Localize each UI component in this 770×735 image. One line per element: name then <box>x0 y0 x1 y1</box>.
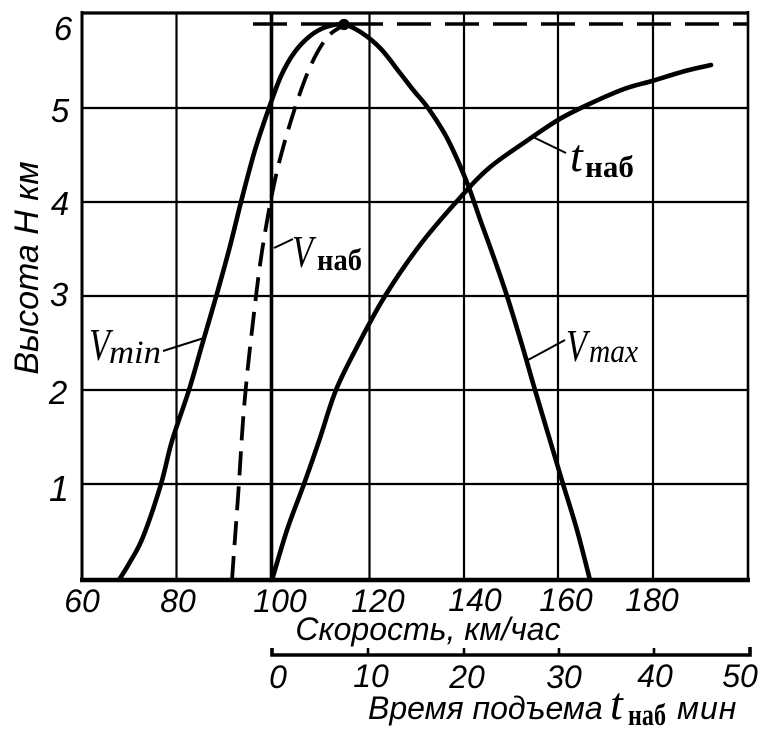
svg-text:t: t <box>570 130 584 181</box>
svg-text:наб: наб <box>628 697 666 732</box>
svg-text:20: 20 <box>448 659 485 695</box>
svg-text:10: 10 <box>353 658 389 694</box>
svg-text:30: 30 <box>546 659 582 695</box>
svg-text:0: 0 <box>269 659 287 695</box>
svg-text:2: 2 <box>48 374 67 411</box>
svg-text:наб: наб <box>317 242 362 277</box>
svg-text:min: min <box>109 335 161 371</box>
svg-text:120: 120 <box>351 583 405 619</box>
svg-text:4: 4 <box>51 185 69 222</box>
svg-text:180: 180 <box>625 582 679 618</box>
svg-text:мин: мин <box>677 690 737 726</box>
svg-text:V: V <box>89 319 114 370</box>
svg-text:50: 50 <box>722 658 758 694</box>
svg-text:80: 80 <box>160 583 196 619</box>
svg-text:60: 60 <box>64 583 100 619</box>
svg-text:6: 6 <box>54 10 73 47</box>
svg-text:140: 140 <box>448 582 502 618</box>
svg-text:V: V <box>292 226 317 277</box>
svg-text:Высота Н км: Высота Н км <box>8 161 46 374</box>
svg-text:max: max <box>589 334 638 370</box>
svg-text:1: 1 <box>49 468 69 509</box>
svg-text:V: V <box>566 320 591 371</box>
svg-text:3: 3 <box>50 276 69 313</box>
svg-text:Скорость, км/час: Скорость, км/час <box>295 611 560 647</box>
svg-text:40: 40 <box>637 658 673 694</box>
svg-text:Время подъема: Время подъема <box>368 690 603 726</box>
svg-text:наб: наб <box>585 149 634 184</box>
svg-text:100: 100 <box>253 583 307 619</box>
svg-text:160: 160 <box>539 582 593 618</box>
svg-text:5: 5 <box>51 92 70 129</box>
svg-text:t: t <box>610 678 624 729</box>
